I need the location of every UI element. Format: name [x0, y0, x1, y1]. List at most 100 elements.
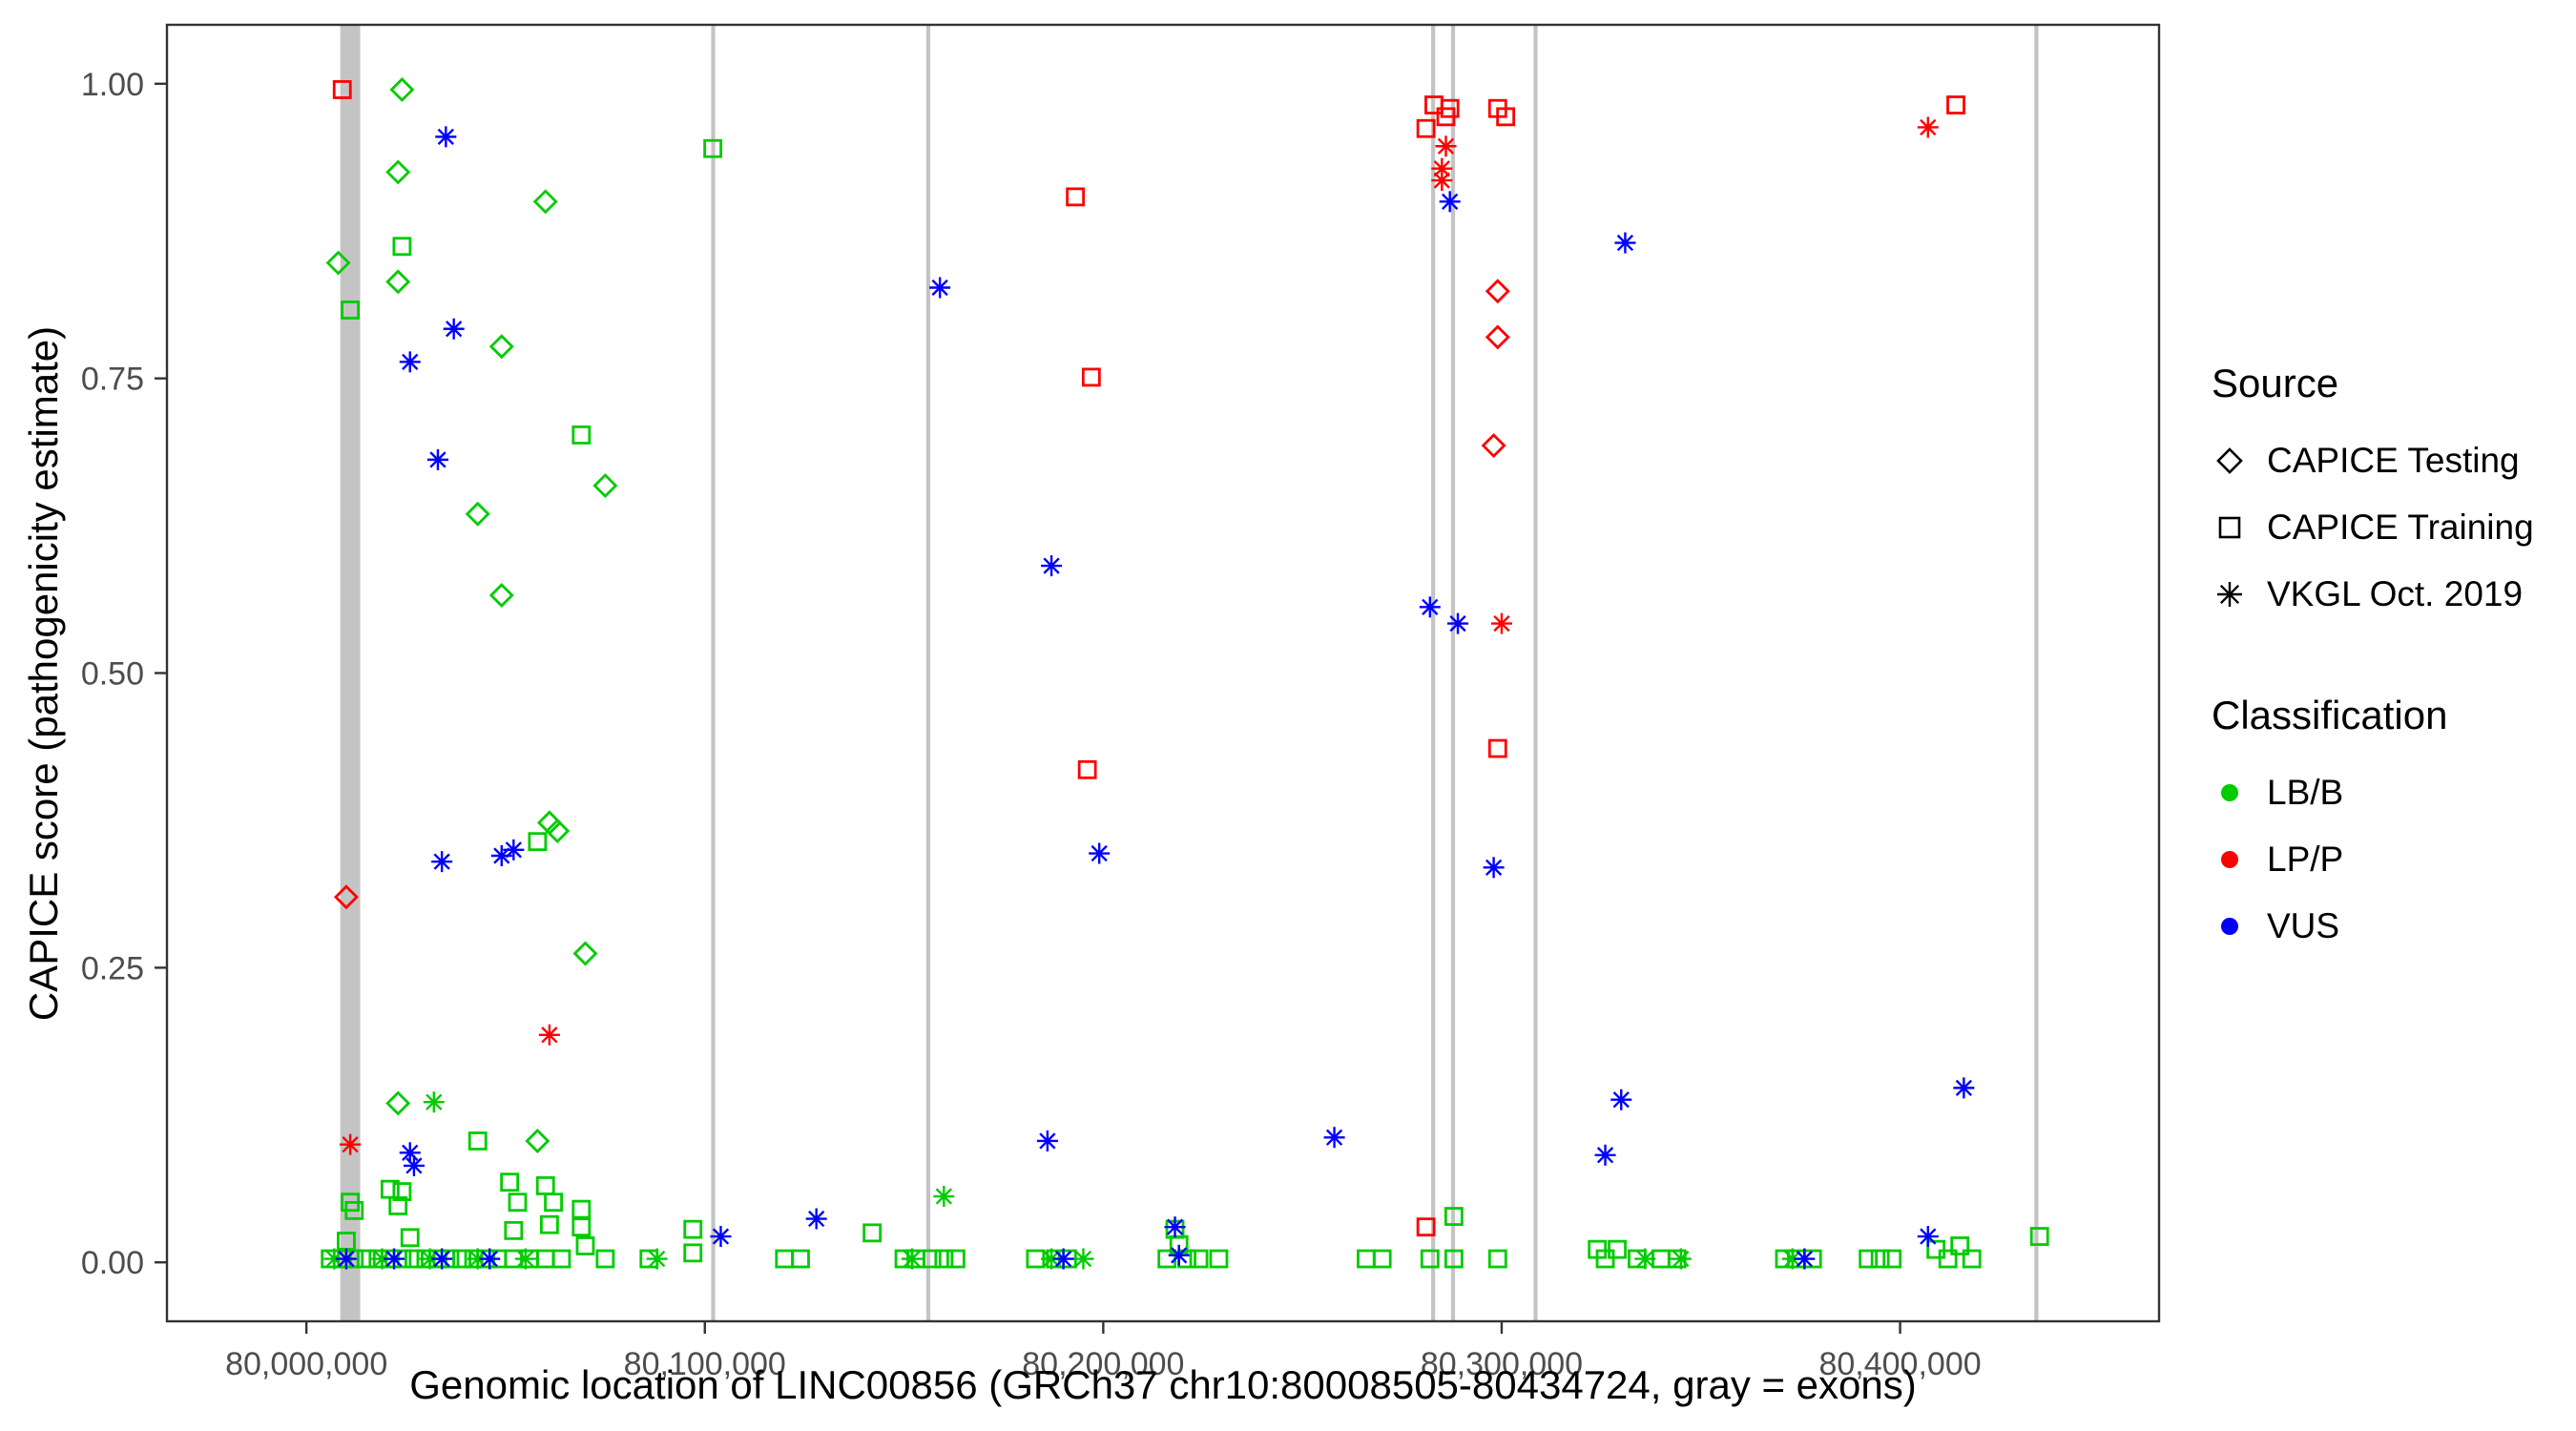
- legend-item-label: LB/B: [2267, 773, 2344, 812]
- y-tick-label: 0.25: [81, 950, 144, 986]
- point-square: [1420, 1249, 1440, 1269]
- point-square: [1189, 1249, 1209, 1269]
- point-asterisk-arm: [1784, 1250, 1801, 1268]
- legend-classification-title: Classification: [2212, 693, 2448, 737]
- point-square: [1859, 1249, 1879, 1269]
- asterisk-icon: [2212, 577, 2248, 612]
- point-square: [945, 1249, 966, 1269]
- legend-item-label: LP/P: [2267, 840, 2344, 879]
- point-asterisk-arm: [373, 1250, 391, 1268]
- point-square: [535, 1176, 555, 1195]
- point-asterisk-arm: [1325, 1129, 1343, 1146]
- point-square: [392, 237, 412, 257]
- point-asterisk-arm: [405, 1157, 423, 1174]
- point-asterisk-arm: [481, 1250, 498, 1268]
- point-diamond: [1485, 324, 1510, 350]
- legend-item-label: CAPICE Training: [2267, 508, 2534, 547]
- point-diamond: [333, 884, 359, 910]
- point-diamond: [385, 1090, 411, 1116]
- legend-item-capice-training: CAPICE Training: [2212, 498, 2534, 557]
- square-icon: [2212, 510, 2248, 545]
- point-asterisk-arm: [1796, 1250, 1813, 1268]
- point-square: [332, 80, 352, 99]
- point-asterisk-arm: [433, 853, 450, 870]
- legend-item-lbb: LB/B: [2212, 763, 2534, 822]
- point-square: [1066, 187, 1086, 207]
- series-points: [332, 80, 1965, 1237]
- point-asterisk-arm: [1920, 118, 1937, 136]
- legend-source-title: Source: [2212, 361, 2339, 405]
- point-square: [544, 1192, 563, 1213]
- point-square: [1496, 107, 1516, 127]
- point-square: [571, 1199, 592, 1219]
- point-diamond: [325, 250, 351, 276]
- point-square: [1444, 1207, 1464, 1226]
- point-asterisk-arm: [1612, 1091, 1630, 1109]
- point-asterisk-arm: [433, 1250, 450, 1268]
- point-asterisk-arm: [1616, 234, 1634, 252]
- point-asterisk-arm: [808, 1210, 825, 1228]
- exon-bands: [340, 25, 2039, 1321]
- point-asterisk-arm: [649, 1250, 666, 1268]
- point-square: [508, 1192, 528, 1213]
- point-square: [1938, 1249, 1958, 1269]
- green-circle-icon: [2212, 776, 2248, 810]
- point-asterisk-arm: [446, 321, 463, 338]
- point-asterisk-arm: [935, 1188, 952, 1205]
- point-asterisk-arm: [1485, 859, 1503, 876]
- x-tick-label: 80,000,000: [225, 1346, 387, 1382]
- panel-border: [165, 23, 2161, 1323]
- point-asterisk-arm: [1449, 614, 1466, 633]
- x-tick-label: 80,300,000: [1421, 1346, 1583, 1382]
- point-asterisk-arm: [1043, 557, 1060, 574]
- exon-band: [1533, 25, 1538, 1321]
- point-asterisk-arm: [402, 353, 419, 370]
- point-asterisk-arm: [1171, 1247, 1188, 1264]
- point-asterisk-arm: [1054, 1250, 1072, 1268]
- point-square: [862, 1223, 883, 1243]
- point-square: [1077, 759, 1097, 779]
- point-asterisk-arm: [325, 1250, 343, 1268]
- point-square: [775, 1249, 795, 1269]
- point-asterisk-arm: [402, 1144, 419, 1161]
- exon-band: [340, 25, 361, 1321]
- point-diamond: [1485, 279, 1510, 304]
- point-square: [934, 1249, 954, 1269]
- point-square: [1357, 1249, 1376, 1269]
- point-asterisk-arm: [437, 128, 454, 145]
- point-square: [571, 425, 592, 445]
- point-asterisk-arm: [541, 1027, 558, 1044]
- blue-circle-icon: [2212, 909, 2248, 944]
- point-asterisk-arm: [1091, 844, 1108, 862]
- exon-band: [925, 25, 931, 1321]
- point-asterisk-arm: [1442, 193, 1459, 210]
- legend-item-vus: VUS: [2212, 897, 2534, 956]
- series-points: [335, 126, 1975, 1270]
- point-diamond: [592, 473, 618, 499]
- series-points: [340, 116, 1939, 1155]
- exon-band: [711, 25, 716, 1321]
- point-asterisk-arm: [338, 1250, 355, 1268]
- point-square: [595, 1249, 615, 1269]
- y-tick-label: 1.00: [81, 67, 144, 103]
- legend-item-lpp: LP/P: [2212, 830, 2534, 889]
- point-asterisk-arm: [342, 1136, 359, 1153]
- point-asterisk-arm: [1422, 598, 1439, 615]
- x-tick-label: 80,200,000: [1022, 1346, 1184, 1382]
- diamond-icon: [2212, 444, 2248, 478]
- red-circle-icon: [2212, 842, 2248, 877]
- legend-item-label: VUS: [2267, 906, 2340, 945]
- point-square: [1416, 1217, 1436, 1237]
- legend: Source CAPICE Testing CAPICE Training: [2212, 361, 2534, 956]
- point-square: [1950, 1236, 1970, 1255]
- point-square: [500, 1172, 520, 1192]
- exon-band: [2034, 25, 2039, 1321]
- point-square: [1487, 738, 1507, 758]
- point-square: [1608, 1239, 1627, 1259]
- point-diamond: [385, 159, 411, 185]
- axis-ticks: 80,000,000 80,100,000 80,200,000 80,300,000…: [81, 67, 1982, 1382]
- point-square: [551, 1249, 571, 1269]
- x-axis-title: Genomic location of LINC00856 (GRCh37 ch…: [409, 1362, 1917, 1407]
- point-diamond: [389, 76, 415, 102]
